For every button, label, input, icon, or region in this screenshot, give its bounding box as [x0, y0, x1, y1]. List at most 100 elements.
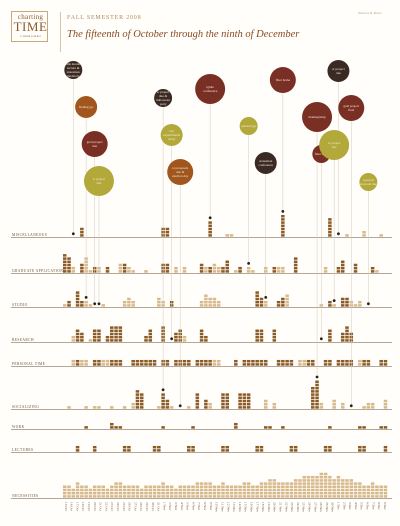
event-marker	[337, 232, 340, 236]
bar-segment	[225, 485, 230, 489]
bar-segment	[139, 399, 144, 403]
bar-segment	[362, 230, 366, 234]
bar-segment	[71, 339, 76, 342]
bar-segment	[272, 270, 277, 273]
bar-segment	[221, 491, 225, 495]
bar-segment	[122, 266, 127, 270]
bar-segment	[383, 363, 388, 366]
bar-segment	[311, 402, 315, 406]
date-tick-label: 9 Dec	[383, 502, 387, 510]
bar-segment	[311, 406, 315, 409]
date-tick-label: 6 Nov	[191, 502, 195, 511]
bar-segment	[208, 495, 212, 498]
bar-segment	[238, 495, 242, 498]
bar-segment	[157, 485, 161, 489]
bar-segment	[199, 329, 204, 333]
bar-segment	[246, 488, 251, 492]
bar-segment	[101, 485, 105, 489]
bar-segment	[281, 221, 285, 224]
date-tick-label: 30 Nov	[331, 502, 335, 512]
bar-segment	[182, 488, 187, 492]
bar-segment	[169, 491, 174, 495]
bar-segment	[88, 488, 93, 492]
bar-segment	[263, 304, 268, 307]
bar-segment	[199, 363, 204, 366]
date-tick-label: 26 Nov	[308, 502, 312, 512]
bar-segment	[148, 329, 153, 333]
bar-segment	[285, 300, 289, 304]
event-bubble	[167, 159, 194, 185]
bar-segment	[225, 406, 230, 409]
bar-segment	[105, 266, 110, 270]
bar-segment	[195, 485, 200, 489]
bar-segment	[281, 495, 285, 498]
bar-segment	[276, 266, 281, 270]
bar-segment	[340, 339, 345, 342]
bar-segment	[67, 266, 71, 270]
bar-segment	[293, 482, 298, 485]
bar-segment	[187, 359, 191, 363]
bar-segment	[122, 449, 127, 452]
bar-segment	[127, 449, 131, 452]
bar-segment	[97, 488, 101, 492]
bar-segment	[323, 479, 328, 482]
bar-segment	[345, 485, 349, 489]
header-divider	[60, 12, 61, 52]
bar-segment	[135, 402, 140, 406]
bar-segment	[375, 270, 379, 273]
bar-segment	[259, 482, 264, 485]
bar-segment	[63, 254, 67, 257]
bar-segment	[67, 406, 71, 409]
bar-segment	[71, 335, 76, 339]
bar-segment	[315, 485, 319, 489]
bar-segment	[319, 482, 324, 485]
bar-segment	[238, 270, 242, 273]
bar-segment	[174, 335, 178, 339]
bar-segment	[302, 495, 306, 498]
bar-segment	[92, 485, 97, 489]
bar-segment	[315, 488, 319, 492]
bar-segment	[195, 363, 200, 366]
bar-segment	[148, 335, 153, 339]
bar-segment	[298, 485, 302, 489]
bar-segment	[242, 406, 247, 409]
bar-segment	[216, 266, 221, 270]
bar-segment	[80, 339, 84, 342]
bar-segment	[242, 482, 247, 485]
bar-segment	[225, 266, 230, 270]
bar-segment	[289, 488, 294, 492]
bar-segment	[135, 396, 140, 400]
bar-segment	[366, 495, 371, 498]
bar-segment	[293, 449, 298, 452]
event-label: grad project final	[343, 104, 359, 112]
event-label: big experimental study	[163, 129, 180, 141]
event-label: sr project due	[93, 177, 105, 185]
bar-segment	[165, 266, 170, 270]
bar-segment	[84, 495, 88, 498]
bar-segment	[242, 491, 247, 495]
bar-segment	[157, 300, 161, 304]
bar-segment	[383, 495, 388, 498]
bar-segment	[157, 304, 161, 307]
bar-segment	[80, 335, 84, 339]
bar-segment	[174, 266, 178, 270]
bar-segment	[306, 475, 311, 479]
bar-segment	[225, 234, 230, 237]
bar-segment	[225, 270, 230, 273]
event-bubble	[319, 130, 350, 160]
bar-segment	[221, 485, 225, 489]
bar-segment	[204, 339, 208, 342]
bar-segment	[92, 332, 97, 336]
bar-segment	[311, 390, 315, 393]
bar-segment	[332, 304, 336, 307]
bar-segment	[272, 335, 277, 339]
bar-segment	[353, 270, 358, 273]
bar-segment	[212, 270, 217, 273]
bar-segment	[370, 491, 375, 495]
bar-segment	[298, 491, 302, 495]
bar-segment	[204, 406, 208, 409]
bar-segment	[328, 234, 332, 237]
bar-segment	[358, 359, 362, 363]
event-bubble	[359, 173, 378, 191]
